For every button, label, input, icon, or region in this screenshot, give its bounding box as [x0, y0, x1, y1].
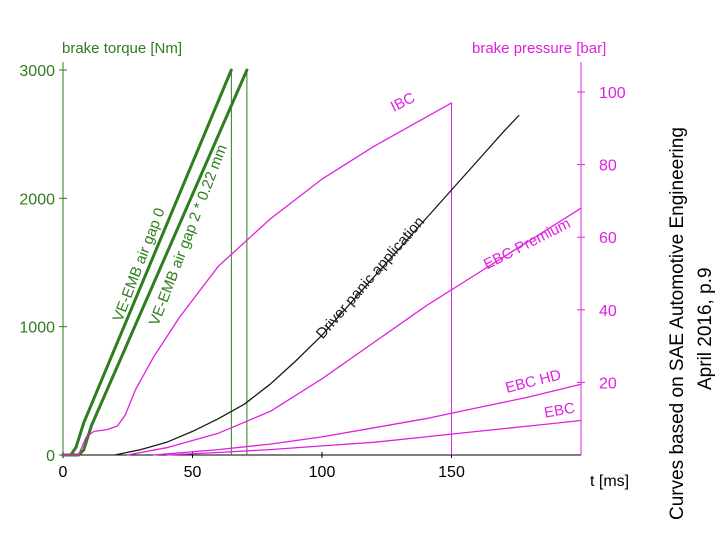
series-line: [62, 102, 453, 456]
x-axis-title: t [ms]: [590, 473, 629, 490]
right-axis-tick-label: 80: [599, 158, 617, 175]
chart-annotations: IBC Driver panic application EBC Premium EB…: [110, 89, 577, 422]
source-note-line2: April 2016, p.9: [695, 267, 716, 390]
series-line: [61, 68, 249, 457]
right-axis-tick-label: 100: [599, 85, 626, 102]
x-axis-tick-label: 0: [59, 464, 68, 481]
series-label: EBC HD: [504, 366, 563, 396]
left-axis-tick-label: 2000: [19, 191, 55, 208]
series-line: [152, 383, 582, 456]
series-label: EBC Premium: [481, 215, 573, 273]
chart-series: [61, 68, 582, 457]
left-axis-title: brake torque [Nm]: [62, 40, 182, 57]
left-axis-tick-label: 3000: [19, 63, 55, 80]
left-axis-tick-label: 0: [46, 448, 55, 465]
series-label: IBC: [388, 89, 418, 116]
x-axis-tick-label: 50: [184, 464, 202, 481]
source-note-line1: Curves based on SAE Automotive Engineeri…: [667, 127, 688, 520]
series-line: [165, 419, 582, 456]
right-axis-tick-label: 20: [599, 375, 617, 392]
right-axis-tick-label: 40: [599, 303, 617, 320]
series-label: EBC: [543, 400, 576, 422]
right-axis-tick-label: 60: [599, 230, 617, 247]
left-axis-tick-label: 1000: [19, 320, 55, 337]
series-line: [127, 207, 582, 456]
series-line: [114, 114, 520, 456]
x-axis-tick-label: 100: [309, 464, 336, 481]
right-axis-title: brake pressure [bar]: [472, 40, 606, 57]
source-note: Curves based on SAE Automotive Engineeri…: [667, 127, 716, 520]
series-label: Driver panic application: [313, 213, 428, 342]
x-axis-tick-label: 150: [438, 464, 465, 481]
